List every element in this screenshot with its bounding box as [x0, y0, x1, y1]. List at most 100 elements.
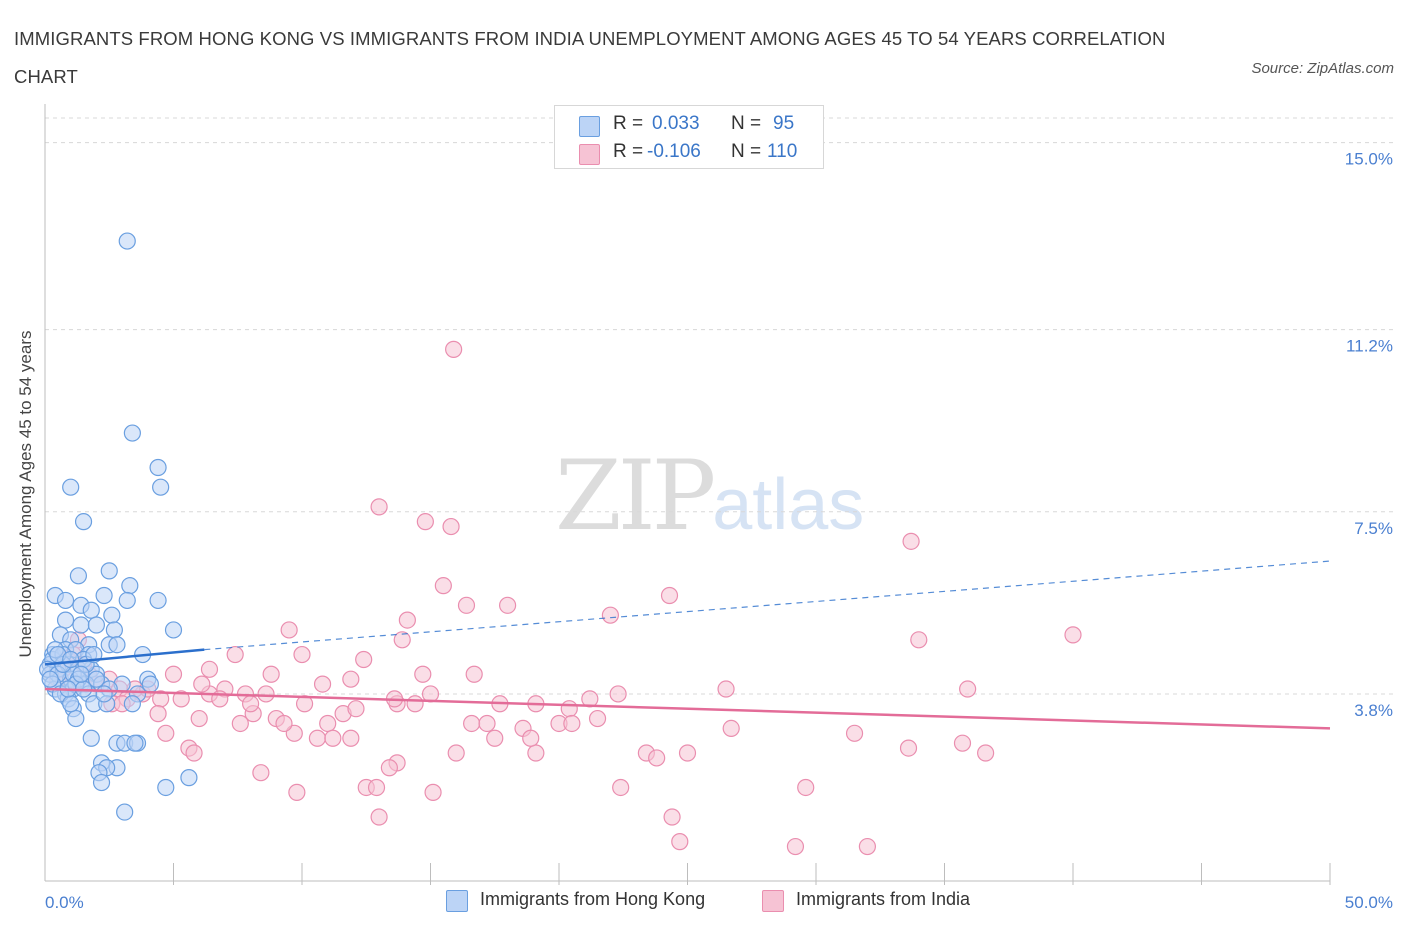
hong-kong-point [108, 636, 126, 654]
hong-kong-point [100, 562, 118, 580]
india-point [252, 764, 270, 782]
india-point [190, 709, 208, 728]
india-point [313, 675, 332, 693]
india-point [414, 665, 432, 683]
india-point [424, 783, 442, 801]
india-point [308, 729, 327, 747]
india-point [910, 631, 928, 649]
hong-kong-trend-line [44, 648, 205, 666]
india-point [324, 729, 342, 747]
hong-kong-point [82, 601, 100, 619]
y-tick-label: 7.5% [1354, 519, 1393, 538]
india-point [465, 665, 483, 683]
bottom-india-label: Immigrants from India [796, 889, 971, 909]
india-point [588, 709, 607, 728]
india-point [717, 680, 735, 698]
india-point [612, 778, 630, 797]
india-point [609, 685, 627, 703]
india-point [370, 808, 388, 826]
india-point [342, 670, 360, 688]
india-point [445, 340, 463, 358]
india-point [601, 606, 620, 624]
hong-kong-n-value: 95 [773, 113, 795, 134]
india-point [486, 729, 504, 747]
india-point [977, 744, 995, 762]
india-point [370, 498, 388, 516]
india-point [478, 714, 496, 733]
bottom-legend-india: Immigrants from India [762, 888, 1022, 914]
hong-kong-point [74, 513, 93, 531]
hong-kong-r-label: R = [613, 113, 644, 134]
india-point [660, 586, 679, 605]
india-point [193, 675, 211, 693]
hong-kong-point [56, 611, 75, 629]
stats-legend: R = 0.033 N = 95 R = -0.106 N = 110 [554, 105, 824, 169]
india-point [902, 532, 920, 550]
india-point [499, 596, 517, 614]
india-point [257, 685, 275, 703]
india-r-value: -0.106 [647, 141, 701, 162]
india-point [797, 778, 815, 797]
hong-kong-point [95, 586, 113, 605]
india-point [347, 700, 365, 718]
india-point [380, 759, 398, 777]
india-point [648, 749, 666, 767]
india-point [172, 690, 190, 708]
india-point [845, 724, 864, 742]
hong-kong-point [41, 670, 59, 688]
india-point [457, 596, 476, 614]
india-point [393, 631, 411, 649]
chart-title: IMMIGRANTS FROM HONG KONG VS IMMIGRANTS … [14, 28, 1166, 87]
hong-kong-point [123, 695, 141, 713]
india-point [200, 660, 219, 678]
hong-kong-point [56, 591, 75, 610]
india-point [293, 645, 311, 664]
watermark-zip: ZIP [555, 440, 716, 552]
hong-kong-point [152, 478, 170, 496]
india-point [442, 517, 460, 536]
hong-kong-point [69, 567, 88, 585]
india-r-label: R = [613, 141, 644, 162]
hong-kong-point [157, 778, 175, 797]
hong-kong-point [87, 670, 106, 688]
india-n-value: 110 [767, 141, 798, 162]
hong-kong-point [105, 621, 123, 639]
hong-kong-point [118, 591, 136, 610]
hong-kong-point [82, 729, 100, 747]
source-credit: Source: ZipAtlas.com [1251, 60, 1394, 77]
hong-kong-point [118, 232, 136, 250]
y-tick-label: 11.2% [1346, 337, 1393, 356]
bottom-india-swatch [762, 890, 784, 912]
india-point [563, 714, 581, 733]
hong-kong-point [126, 734, 144, 752]
hong-kong-point [62, 650, 80, 669]
india-point [149, 705, 167, 723]
hong-kong-point [180, 769, 198, 787]
bottom-hong-kong-swatch [446, 890, 468, 912]
india-point [953, 734, 972, 752]
india-n-label: N = [731, 141, 762, 162]
hong-kong-point [95, 685, 113, 703]
india-point [527, 744, 545, 762]
india-point [663, 808, 681, 826]
x-tick-label-min: 0.0% [45, 893, 84, 912]
india-point [463, 714, 481, 733]
india-point [355, 650, 373, 669]
india-point [416, 513, 434, 531]
hong-kong-point [123, 424, 141, 442]
hong-kong-point [67, 709, 85, 728]
india-point [242, 695, 260, 713]
hong-kong-n-label: N = [731, 113, 762, 134]
india-point [786, 837, 805, 856]
watermark-atlas: atlas [712, 465, 865, 545]
hong-kong-point [72, 616, 90, 634]
india-point [164, 665, 183, 683]
india-point [185, 744, 203, 762]
india-trend-line [44, 687, 1331, 730]
india-point [560, 700, 578, 718]
hong-kong-point [72, 665, 90, 683]
india-point [275, 714, 293, 733]
bottom-legend-hong-kong: Immigrants from Hong Kong [446, 888, 746, 914]
hong-kong-point [121, 577, 139, 595]
